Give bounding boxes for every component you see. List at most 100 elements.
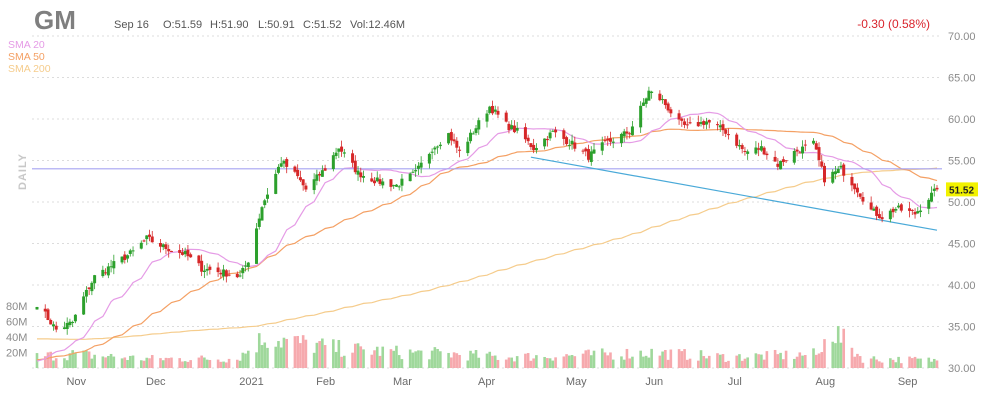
volume-bar (255, 352, 258, 368)
candle (696, 115, 700, 127)
volume-bar (85, 350, 88, 368)
candle (342, 148, 346, 158)
candle (279, 156, 283, 168)
candle (592, 142, 596, 154)
x-tick-label: Jul (728, 376, 742, 388)
candle (529, 143, 533, 150)
candle (913, 208, 917, 219)
volume-bar (935, 360, 939, 368)
volume-bar (170, 357, 173, 368)
sma50-label: SMA 50 (8, 51, 45, 63)
candle (814, 140, 818, 150)
volume-bar (101, 356, 105, 368)
volume-bar (205, 359, 209, 368)
volume-bar (246, 350, 250, 368)
volume-bar (891, 359, 895, 368)
candle (433, 145, 437, 156)
volume-bar (343, 355, 346, 368)
candle (757, 142, 761, 157)
candle (792, 148, 796, 165)
y-tick-label: 55.00 (948, 156, 976, 168)
volume-bar (63, 358, 66, 368)
volume-bar (757, 354, 760, 368)
candle (334, 147, 338, 160)
volume-bar (716, 353, 719, 368)
x-tick-label: Mar (393, 376, 412, 388)
volume-bar (112, 356, 116, 368)
quote-open: O:51.59 (163, 19, 202, 31)
candle (458, 146, 462, 158)
volume-bar (301, 335, 305, 368)
candle (71, 320, 75, 328)
volume-bar (439, 351, 442, 368)
candle (606, 135, 610, 146)
candle (737, 139, 741, 150)
volume-bar (150, 355, 154, 368)
candle (241, 265, 245, 279)
volume-bar (930, 361, 933, 368)
volume-bar (197, 357, 201, 368)
volume-bar (897, 356, 900, 368)
volume-bar (746, 357, 749, 368)
candle (910, 209, 914, 215)
candle (315, 169, 319, 186)
candle (894, 207, 898, 213)
volume-bar (644, 355, 648, 368)
candle (600, 136, 604, 156)
volume-bar (277, 341, 280, 368)
candle (293, 165, 297, 174)
candle (488, 105, 492, 115)
volume-bar (299, 343, 302, 368)
volume-bar (916, 358, 920, 368)
candle (400, 174, 404, 192)
candle (276, 164, 280, 175)
volume-bar (861, 362, 865, 368)
candle (534, 143, 538, 154)
candle (178, 244, 182, 259)
candle (255, 223, 259, 264)
candle (120, 256, 124, 265)
volume-bar (128, 355, 132, 368)
candle (543, 138, 547, 150)
candle (658, 90, 662, 102)
volume-bar (274, 346, 278, 368)
candle (128, 248, 132, 257)
volume-bar (430, 350, 434, 368)
period-label: DAILY (17, 153, 29, 190)
volume-bars (35, 325, 939, 368)
volume-bar (219, 361, 223, 368)
volume-bar (408, 349, 412, 368)
candle (205, 263, 209, 276)
volume-bar (919, 358, 922, 368)
volume-bar (592, 350, 596, 368)
candle (164, 241, 168, 255)
volume-bar (504, 359, 508, 368)
candle (812, 138, 816, 145)
volume-bar (183, 361, 187, 368)
volume-bar (911, 358, 914, 368)
candle (356, 166, 360, 181)
volume-bar (455, 353, 459, 368)
volume-bar (568, 355, 571, 368)
volume-bar (148, 358, 151, 368)
trendline (530, 156, 938, 231)
candle (183, 247, 187, 258)
candle (90, 281, 94, 296)
volume-bar (705, 358, 708, 368)
candle (853, 183, 857, 195)
candle (754, 141, 758, 155)
candle (150, 230, 154, 243)
volume-bar (683, 349, 686, 368)
sma200-line (37, 167, 938, 340)
candle (619, 132, 623, 148)
candle (702, 119, 706, 129)
candle (930, 186, 934, 203)
x-tick-label: Dec (146, 376, 166, 388)
volume-bar (120, 358, 124, 368)
volume-bar (823, 339, 826, 368)
volume-bar (359, 346, 363, 368)
volume-bar (397, 355, 401, 368)
volume-bar (142, 360, 146, 368)
volume-bar (551, 360, 555, 368)
